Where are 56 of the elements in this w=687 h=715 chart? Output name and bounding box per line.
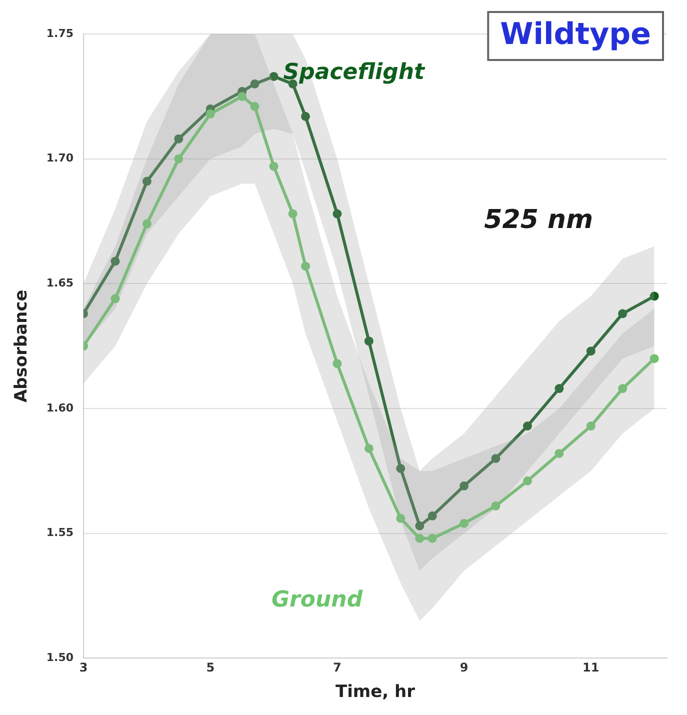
x-tick-label: 7 xyxy=(333,660,342,675)
point xyxy=(415,521,424,530)
series-label: Spaceflight xyxy=(283,60,426,86)
point xyxy=(364,444,374,453)
point xyxy=(250,79,260,88)
x-tick-label: 5 xyxy=(206,660,215,675)
point xyxy=(174,134,184,144)
point xyxy=(301,112,310,121)
point xyxy=(332,359,342,368)
y-tick-label: 1.60 xyxy=(46,401,74,414)
point xyxy=(301,262,310,271)
y-axis-title: Absorbance xyxy=(12,290,32,403)
point xyxy=(269,162,278,171)
x-tick-label: 3 xyxy=(79,660,88,675)
point xyxy=(618,384,628,394)
point xyxy=(396,514,406,523)
y-tick-label: 1.55 xyxy=(46,526,74,540)
point xyxy=(396,464,406,473)
point xyxy=(415,534,424,543)
point xyxy=(460,518,469,528)
y-tick-label: 1.50 xyxy=(46,651,74,664)
point xyxy=(650,292,659,301)
text: Ground xyxy=(271,587,363,612)
point xyxy=(110,294,120,304)
point xyxy=(522,422,532,430)
annotation: Wildtype xyxy=(500,16,652,52)
point xyxy=(428,511,437,520)
point xyxy=(491,501,500,510)
y-tick-label: 1.75 xyxy=(46,26,74,40)
point xyxy=(554,384,564,394)
point xyxy=(460,481,469,490)
x-axis-title: Time, hr xyxy=(336,682,416,702)
point xyxy=(142,176,152,186)
x-tick-label: 9 xyxy=(460,660,468,675)
point xyxy=(250,102,260,111)
point xyxy=(110,256,120,266)
point xyxy=(522,476,532,486)
point xyxy=(238,92,247,101)
point xyxy=(428,534,437,543)
annotation: 525 nm xyxy=(484,205,594,236)
point xyxy=(332,209,342,218)
x-tick-label: 11 xyxy=(582,660,600,675)
y-tick-label: 1.65 xyxy=(46,276,74,290)
point xyxy=(364,336,374,346)
point xyxy=(650,354,659,364)
point xyxy=(586,346,596,356)
point xyxy=(554,448,564,458)
point xyxy=(618,309,628,318)
point xyxy=(174,154,184,164)
y-tick-label: 1.70 xyxy=(46,152,74,165)
point xyxy=(206,109,215,118)
point xyxy=(269,72,278,81)
point xyxy=(586,422,596,430)
point xyxy=(142,219,152,228)
point xyxy=(288,209,298,218)
point xyxy=(491,454,500,463)
